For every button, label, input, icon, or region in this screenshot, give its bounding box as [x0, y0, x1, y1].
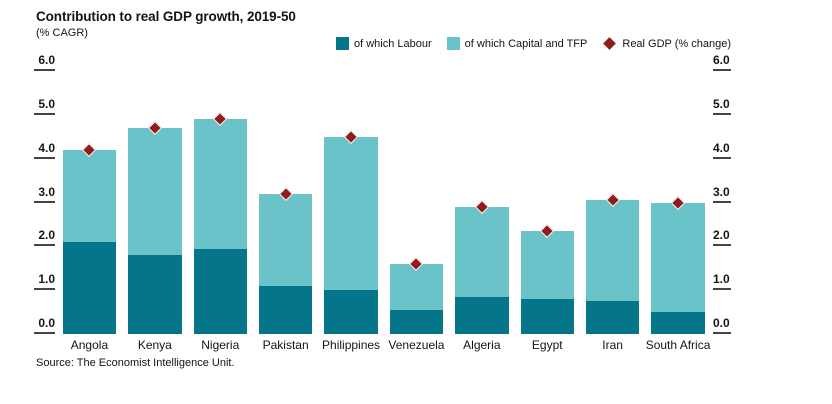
y-tick-label-left: 2.0: [38, 228, 55, 243]
bar-segment-capital-tfp-algeria: [455, 206, 509, 297]
y-tick-label-left: 5.0: [38, 96, 55, 111]
bar-segment-labour-south-africa: [651, 312, 705, 334]
legend-label-real-gdp: Real GDP (% change): [622, 37, 731, 50]
x-axis-label-pakistan: Pakistan: [262, 338, 309, 352]
y-tick-label-right: 4.0: [713, 140, 730, 155]
y-tick-dash-right: [713, 244, 731, 247]
bar-segment-labour-algeria: [455, 296, 509, 334]
y-tick-dash-right: [713, 288, 731, 291]
bar-segment-capital-tfp-pakistan: [258, 193, 313, 286]
bar-segment-labour-kenya: [128, 255, 182, 334]
x-axis-label-algeria: Algeria: [463, 338, 501, 352]
chart-title: Contribution to real GDP growth, 2019-50: [36, 9, 296, 24]
legend-item-real-gdp: Real GDP (% change): [602, 37, 731, 50]
x-axis-label-nigeria: Nigeria: [201, 338, 240, 352]
bar-segment-labour-pakistan: [258, 285, 313, 334]
chart-legend: of which Labour of which Capital and TFP…: [336, 37, 731, 50]
x-axis-label-philippines: Philippines: [322, 338, 381, 352]
x-axis-label-south-africa: South Africa: [645, 338, 711, 352]
y-tick-label-right: 5.0: [713, 96, 730, 111]
bar-segment-labour-venezuela: [389, 309, 444, 334]
bar-segment-labour-philippines: [324, 290, 378, 334]
y-tick-label-right: 2.0: [713, 228, 730, 243]
y-tick-label-left: 3.0: [38, 184, 55, 199]
capital-tfp-swatch-icon: [446, 37, 460, 50]
y-tick-label-right: 0.0: [713, 316, 730, 330]
source-note: Source: The Economist Intelligence Unit.: [36, 357, 235, 369]
y-tick-dash-right: [713, 156, 731, 159]
bar-segment-capital-tfp-kenya: [128, 127, 182, 256]
x-axis-label-egypt: Egypt: [531, 338, 563, 352]
legend-label-capital-tfp: of which Capital and TFP: [464, 37, 588, 50]
x-axis-label-iran: Iran: [602, 338, 623, 352]
bar-segment-capital-tfp-south-africa: [651, 202, 705, 313]
bar-segment-capital-tfp-egypt: [520, 230, 574, 299]
bar-segment-labour-egypt: [520, 298, 574, 334]
legend-item-capital-tfp: of which Capital and TFP: [446, 37, 588, 50]
y-tick-dash-left: [34, 156, 55, 159]
y-tick-dash-right: [713, 200, 731, 203]
y-tick-dash-left: [34, 112, 55, 115]
labour-swatch-icon: [336, 37, 349, 50]
bar-segment-capital-tfp-angola: [62, 149, 117, 242]
y-tick-label-right: 6.0: [713, 53, 730, 68]
y-tick-label-left: 4.0: [38, 140, 55, 155]
y-tick-dash-left: [34, 332, 55, 334]
legend-label-labour: of which Labour: [354, 37, 432, 50]
y-tick-label-right: 1.0: [713, 272, 730, 287]
y-tick-dash-left: [34, 288, 55, 291]
bar-segment-capital-tfp-venezuela: [389, 263, 444, 310]
y-tick-dash-left: [34, 69, 55, 72]
bar-segment-capital-tfp-nigeria: [193, 119, 247, 249]
legend-item-labour: of which Labour: [336, 37, 432, 50]
y-tick-label-left: 0.0: [38, 316, 55, 330]
y-tick-dash-right: [713, 332, 731, 334]
chart-subtitle: (% CAGR): [36, 27, 88, 39]
x-axis-label-angola: Angola: [70, 338, 109, 352]
bar-segment-labour-angola: [62, 241, 117, 334]
y-tick-dash-right: [713, 112, 731, 115]
bar-segment-labour-nigeria: [193, 248, 247, 334]
y-tick-label-left: 6.0: [38, 53, 55, 68]
bar-segment-labour-iran: [585, 301, 640, 334]
y-tick-dash-left: [34, 200, 55, 203]
y-tick-dash-left: [34, 244, 55, 247]
x-axis-label-kenya: Kenya: [137, 338, 172, 352]
bar-segment-capital-tfp-iran: [585, 200, 640, 302]
y-tick-label-right: 3.0: [713, 184, 730, 199]
bar-segment-capital-tfp-philippines: [324, 136, 378, 291]
x-axis-label-venezuela: Venezuela: [388, 338, 445, 352]
y-tick-dash-right: [713, 69, 731, 72]
y-tick-label-left: 1.0: [38, 272, 55, 287]
